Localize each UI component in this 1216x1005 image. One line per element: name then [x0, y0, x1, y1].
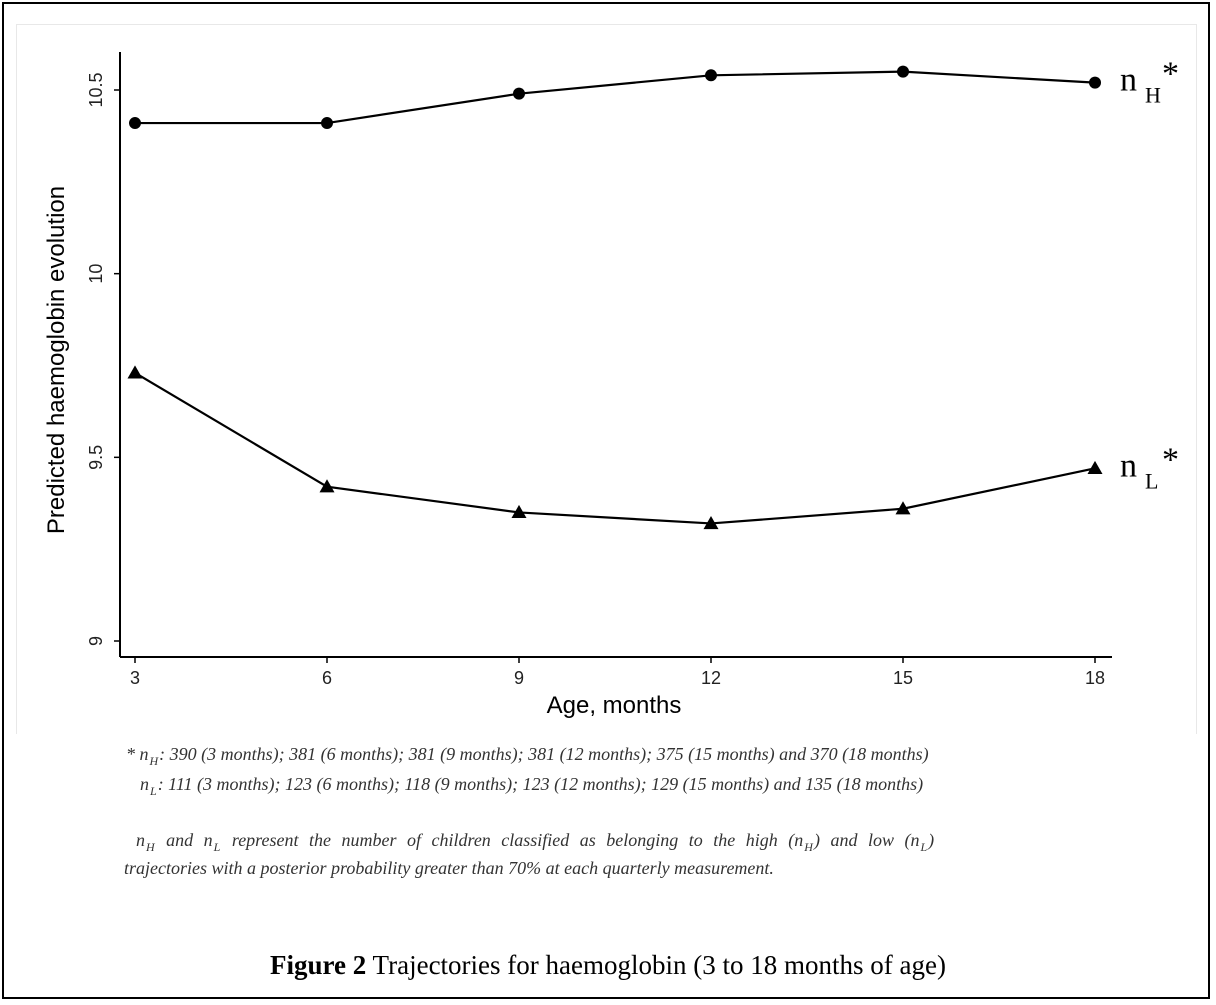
- x-tick-label: 12: [701, 668, 721, 688]
- footnote-nh-text: : 390 (3 months); 381 (6 months); 381 (9…: [159, 744, 929, 764]
- footnote-nh-sub: H: [149, 754, 159, 768]
- figure-caption: Figure 2 Trajectories for haemoglobin (3…: [0, 950, 1216, 981]
- y-ticks: 9 9.5 10 10.5: [86, 72, 120, 646]
- series-label-star: *: [1162, 441, 1179, 478]
- inner-border-left: [16, 24, 17, 734]
- data-point: [127, 365, 143, 379]
- series-group: n H*n L*: [127, 56, 1179, 530]
- x-ticks: 3 6 9 12 15 18: [130, 657, 1105, 688]
- def-text: represent the number of children classif…: [231, 830, 804, 850]
- series-label-star: *: [1162, 56, 1179, 93]
- data-point: [895, 501, 911, 515]
- footnote-definition-line2: trajectories with a posterior probabilit…: [124, 858, 774, 878]
- data-point: [705, 69, 717, 82]
- caption-figure-number: Figure 2: [270, 950, 367, 980]
- footnote-nl-sub: L: [150, 784, 157, 798]
- footnote-definition: nH and nL represent the number of childr…: [136, 830, 935, 854]
- x-tick-label: 15: [893, 668, 913, 688]
- footnote-nl-prefix: n: [140, 774, 149, 794]
- series-line: [134, 371, 1096, 525]
- footnote-nh-counts: * nH: 390 (3 months); 381 (6 months); 38…: [126, 744, 929, 768]
- footnote-nl-text: : 111 (3 months); 123 (6 months); 118 (9…: [157, 774, 924, 794]
- series-h: n H*: [129, 56, 1179, 130]
- x-tick-label: 9: [514, 668, 524, 688]
- series-label-sub: H: [1145, 83, 1161, 108]
- data-point: [897, 65, 909, 78]
- def-n: n: [136, 830, 145, 850]
- y-tick-label: 9: [86, 636, 106, 646]
- x-tick-label: 6: [322, 668, 332, 688]
- data-point: [511, 504, 527, 519]
- inner-border-top: [16, 24, 1196, 25]
- def-sub-h2: H: [804, 840, 813, 854]
- series-label-main: n: [1120, 447, 1137, 484]
- def-sub-l2: L: [920, 840, 928, 854]
- footnote-nh-prefix: * n: [126, 744, 149, 764]
- y-tick-label: 9.5: [86, 445, 106, 470]
- data-point: [703, 515, 719, 530]
- series-line: [135, 70, 1096, 125]
- data-point: [1087, 460, 1103, 474]
- x-axis-label: Age, months: [547, 692, 682, 719]
- y-tick-label: 10: [86, 264, 106, 284]
- y-axis-label: Predicted haemoglobin evolution: [43, 186, 70, 534]
- data-point: [513, 87, 525, 100]
- def-sub-l: L: [213, 840, 221, 854]
- data-point: [1089, 76, 1101, 89]
- series-label-main: n: [1120, 62, 1137, 99]
- def-close: ): [928, 830, 935, 850]
- footnote-nl-counts: nL: 111 (3 months); 123 (6 months); 118 …: [140, 774, 924, 798]
- x-tick-label: 18: [1085, 668, 1105, 688]
- series-l: n L*: [127, 365, 1179, 530]
- data-point: [129, 117, 141, 130]
- axes: [119, 52, 1112, 658]
- data-point: [321, 117, 333, 130]
- caption-text: Trajectories for haemoglobin (3 to 18 mo…: [366, 950, 946, 980]
- series-label-sub: L: [1145, 468, 1158, 493]
- def-and: and n: [166, 830, 213, 850]
- def-sub-h: H: [146, 840, 155, 854]
- data-point: [319, 479, 335, 493]
- y-tick-label: 10.5: [86, 72, 106, 107]
- def-text-2: ) and low (n: [813, 830, 920, 850]
- inner-border-right: [1196, 24, 1197, 734]
- x-tick-label: 3: [130, 668, 140, 688]
